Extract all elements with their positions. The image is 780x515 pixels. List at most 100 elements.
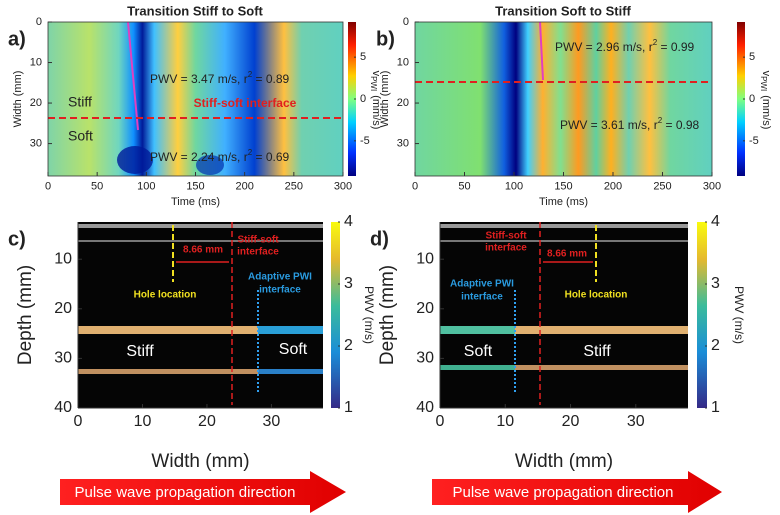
cb-sub: PWI <box>759 76 768 91</box>
image-band <box>440 326 515 334</box>
colorbar-tick-label: 5 <box>360 51 366 63</box>
direction-arrow <box>60 471 346 513</box>
fit-rest: = 0.99 <box>657 40 694 54</box>
colorbar-tick-label: 5 <box>749 51 755 63</box>
y-tick-label: 40 <box>416 399 434 416</box>
colorbar-tick-label: 0 <box>749 93 755 105</box>
adaptive-label: interface <box>259 285 301 296</box>
fit-line <box>127 21 139 131</box>
region-label: Soft <box>464 343 493 360</box>
fit-text: PWV = 2.24 m/s, r <box>150 150 248 164</box>
colorbar <box>737 22 745 176</box>
fit-annotation: PWV = 2.24 m/s, r2 = 0.69 <box>150 148 290 164</box>
cb-symbol: v <box>760 71 772 77</box>
image-band <box>258 326 323 334</box>
fit-annotation: PWV = 2.96 m/s, r2 = 0.99 <box>555 38 695 54</box>
x-axis-label: Time (ms) <box>171 196 220 208</box>
colorbar-tick-label: 1 <box>344 399 353 416</box>
fit-line <box>539 21 544 81</box>
y-axis-label: Depth (mm) <box>377 265 398 365</box>
colorbar-tick-label: 4 <box>711 213 720 230</box>
colorbar-label: PWV (m/s) <box>732 286 746 344</box>
arrow-label: Pulse wave propagation direction <box>453 484 674 501</box>
ultrasound-image <box>440 222 688 408</box>
y-tick-label: 10 <box>397 56 409 68</box>
distance-label: 8.66 mm <box>183 245 223 256</box>
fit-sup: 2 <box>653 38 658 47</box>
y-tick-label: 0 <box>36 16 42 28</box>
hole-label: Hole location <box>565 290 628 301</box>
x-tick-label: 0 <box>74 413 83 430</box>
heatmap-blob <box>196 155 224 175</box>
panel-label: c) <box>8 228 26 250</box>
fit-annotation: PWV = 3.61 m/s, r2 = 0.98 <box>560 116 700 132</box>
image-band <box>78 369 258 374</box>
heatmap <box>48 22 343 176</box>
panel-label: b) <box>376 28 395 50</box>
image-band <box>440 240 688 242</box>
colorbar-label: vPWI (mm/s) <box>759 71 772 130</box>
arrow-label: Pulse wave propagation direction <box>75 484 296 501</box>
image-band <box>78 326 258 334</box>
y-tick-label: 10 <box>416 250 434 267</box>
colorbar-tick-label: 2 <box>711 337 720 354</box>
x-tick-label: 100 <box>137 181 155 193</box>
x-tick-label: 10 <box>134 413 152 430</box>
y-tick-label: 20 <box>30 97 42 109</box>
adaptive-label: Adaptive PWI <box>450 279 514 290</box>
colorbar-tick-label: 0 <box>360 93 366 105</box>
colorbar-tick-label: 1 <box>711 399 720 416</box>
direction-arrow <box>432 471 722 513</box>
y-tick-label: 30 <box>416 350 434 367</box>
y-tick-label: 20 <box>397 97 409 109</box>
region-label: Stiff <box>583 343 611 360</box>
x-tick-label: 0 <box>436 413 445 430</box>
x-tick-label: 30 <box>627 413 645 430</box>
ultrasound-image <box>78 222 323 408</box>
image-band <box>78 240 323 242</box>
interface-label: interface <box>485 243 527 254</box>
fit-text: PWV = 3.47 m/s, r <box>150 72 248 86</box>
panel-title: Transition Soft to Stiff <box>495 3 631 18</box>
colorbar-tick-label: 3 <box>711 275 720 292</box>
x-tick-label: 150 <box>554 181 572 193</box>
image-band <box>440 224 688 228</box>
colorbar <box>697 222 707 408</box>
x-tick-label: 50 <box>458 181 470 193</box>
interface-label: interface <box>237 247 279 258</box>
x-tick-label: 200 <box>604 181 622 193</box>
region-label: Soft <box>68 128 93 144</box>
cb-unit: (mm/s) <box>370 95 382 129</box>
distance-label: 8.66 mm <box>547 249 587 260</box>
colorbar-tick-label: -5 <box>749 135 759 147</box>
y-tick-label: 30 <box>397 137 409 149</box>
x-tick-label: 0 <box>412 181 418 193</box>
fit-rest: = 0.89 <box>252 72 289 86</box>
y-tick-label: 20 <box>416 300 434 317</box>
fit-text: PWV = 2.96 m/s, r <box>555 40 653 54</box>
hole-label: Hole location <box>134 290 197 301</box>
adaptive-label: Adaptive PWI <box>248 272 312 283</box>
fit-annotation: PWV = 3.47 m/s, r2 = 0.89 <box>150 70 290 86</box>
panel-label: d) <box>370 228 389 250</box>
panel-title: Transition Stiff to Soft <box>127 3 263 18</box>
x-axis-label: Width (mm) <box>515 451 613 472</box>
image-band <box>515 326 688 334</box>
y-tick-label: 30 <box>30 137 42 149</box>
x-tick-label: 250 <box>653 181 671 193</box>
y-tick-label: 0 <box>403 16 409 28</box>
adaptive-label: interface <box>461 292 503 303</box>
x-tick-label: 50 <box>91 181 103 193</box>
region-label: Stiff <box>68 94 92 110</box>
y-tick-label: 30 <box>54 350 72 367</box>
x-tick-label: 20 <box>198 413 216 430</box>
colorbar-label: vPWI (mm/s) <box>369 71 382 130</box>
x-tick-label: 200 <box>235 181 253 193</box>
x-tick-label: 300 <box>703 181 721 193</box>
colorbar-label: PWV (m/s) <box>362 286 376 344</box>
y-axis-label: Width (mm) <box>12 71 24 128</box>
heatmap <box>415 22 712 176</box>
fit-text: PWV = 3.61 m/s, r <box>560 118 658 132</box>
x-tick-label: 10 <box>496 413 514 430</box>
